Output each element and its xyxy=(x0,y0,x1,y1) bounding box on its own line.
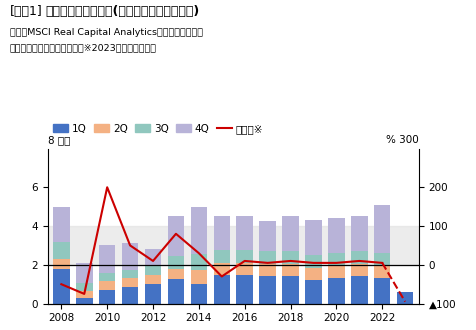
Bar xyxy=(168,269,184,280)
Bar xyxy=(237,216,253,250)
Bar xyxy=(145,284,161,304)
Text: % 300: % 300 xyxy=(386,135,419,146)
Bar xyxy=(168,280,184,304)
Bar xyxy=(351,251,367,264)
Bar xyxy=(237,276,253,304)
Bar xyxy=(374,279,390,304)
Bar xyxy=(99,273,116,281)
Bar xyxy=(53,269,69,304)
Bar xyxy=(168,216,184,256)
Bar xyxy=(328,266,345,279)
Bar xyxy=(145,266,161,275)
Bar xyxy=(328,253,345,266)
Bar xyxy=(122,287,139,304)
Bar xyxy=(76,263,92,283)
Bar xyxy=(76,291,92,298)
Bar xyxy=(214,276,230,304)
Bar xyxy=(145,275,161,284)
Bar xyxy=(48,226,419,265)
Bar xyxy=(76,298,92,304)
Bar xyxy=(351,264,367,277)
Bar xyxy=(374,253,390,266)
Bar xyxy=(397,292,413,304)
Bar xyxy=(122,270,139,279)
Text: ニッセイ基礎研究所が作成　※2023年は前年同期比: ニッセイ基礎研究所が作成 ※2023年は前年同期比 xyxy=(10,43,157,52)
Bar xyxy=(259,221,276,251)
Bar xyxy=(99,281,116,290)
Bar xyxy=(122,279,139,287)
Bar xyxy=(214,250,230,263)
Bar xyxy=(190,207,207,254)
Bar xyxy=(328,218,345,253)
Bar xyxy=(328,279,345,304)
Bar xyxy=(351,277,367,304)
Bar xyxy=(237,250,253,263)
Bar xyxy=(282,277,299,304)
Bar xyxy=(53,242,69,259)
Bar xyxy=(190,284,207,304)
Text: 国内不動産の売買額(全体、四半期、前年比): 国内不動産の売買額(全体、四半期、前年比) xyxy=(45,5,199,18)
Bar xyxy=(168,256,184,269)
Bar xyxy=(214,216,230,250)
Bar xyxy=(374,205,390,253)
Text: 資料：MSCI Real Capital Analyticsの公表データから: 資料：MSCI Real Capital Analyticsの公表データから xyxy=(10,28,202,37)
Bar xyxy=(259,277,276,304)
Text: [図表1]: [図表1] xyxy=(10,5,42,18)
Bar xyxy=(190,270,207,284)
Bar xyxy=(76,283,92,291)
Bar xyxy=(190,254,207,270)
Bar xyxy=(214,263,230,276)
Bar xyxy=(259,264,276,277)
Bar xyxy=(99,290,116,304)
Bar xyxy=(145,249,161,266)
Bar xyxy=(282,251,299,264)
Legend: 1Q, 2Q, 3Q, 4Q, 前年比※: 1Q, 2Q, 3Q, 4Q, 前年比※ xyxy=(49,119,268,138)
Bar xyxy=(53,207,69,242)
Text: 8 兆円: 8 兆円 xyxy=(48,135,70,146)
Bar xyxy=(305,255,322,268)
Bar xyxy=(282,264,299,277)
Bar xyxy=(374,266,390,279)
Bar xyxy=(259,251,276,264)
Bar xyxy=(305,268,322,280)
Bar xyxy=(53,259,69,269)
Bar xyxy=(282,216,299,251)
Bar xyxy=(122,244,139,270)
Bar xyxy=(99,246,116,273)
Bar xyxy=(237,263,253,276)
Bar xyxy=(305,280,322,304)
Bar xyxy=(305,220,322,255)
Bar xyxy=(351,216,367,251)
